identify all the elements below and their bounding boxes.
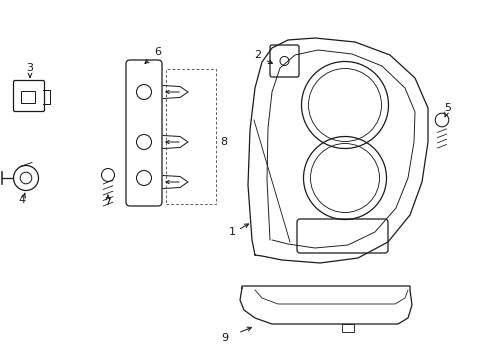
Text: 6: 6 — [154, 47, 161, 57]
Bar — [21, 91, 35, 103]
Text: 3: 3 — [26, 63, 34, 73]
Bar — [165, 69, 216, 204]
Text: 8: 8 — [220, 137, 227, 147]
Text: 5: 5 — [444, 103, 450, 113]
Text: 2: 2 — [254, 50, 261, 60]
Text: 9: 9 — [221, 333, 228, 343]
Text: 7: 7 — [104, 197, 111, 207]
Text: 1: 1 — [228, 227, 235, 237]
Text: 4: 4 — [19, 195, 25, 205]
